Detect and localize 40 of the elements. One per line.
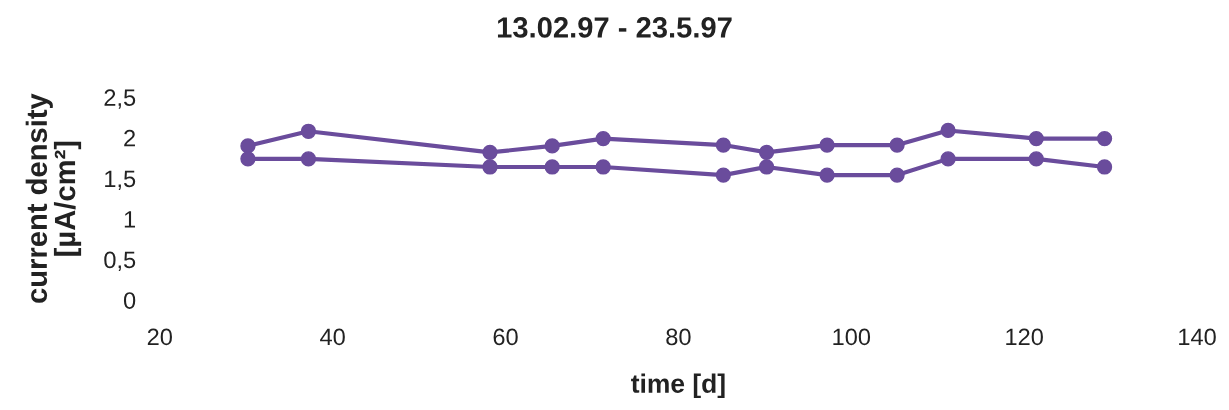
point — [240, 138, 256, 154]
point — [1096, 159, 1113, 175]
point — [300, 151, 317, 167]
point — [819, 137, 835, 153]
y-tick-label: 0 — [123, 292, 136, 309]
y-tick-label: 2,5 — [104, 89, 136, 109]
y-axis-title: current density [µA/cm²] — [25, 93, 82, 303]
y-tick-label: 1 — [124, 211, 136, 228]
point — [819, 167, 835, 183]
point — [889, 137, 905, 153]
point — [1028, 130, 1044, 147]
point — [940, 122, 956, 139]
point — [1096, 130, 1113, 147]
x-tick-label: 80 — [666, 328, 691, 346]
x-tick-label: 140 — [1179, 328, 1216, 346]
point — [940, 151, 956, 167]
x-tick-label: 20 — [147, 328, 172, 346]
y-tick-label: 0,5 — [104, 251, 136, 272]
point — [544, 159, 560, 175]
x-tick-label: 60 — [493, 328, 518, 346]
point — [240, 151, 256, 167]
x-axis-title: time [d] — [631, 373, 725, 399]
point — [300, 123, 317, 139]
point — [595, 159, 611, 175]
point — [715, 167, 731, 183]
point — [544, 138, 560, 154]
x-tick-label: 100 — [833, 328, 871, 346]
point — [758, 159, 775, 175]
point — [1028, 151, 1044, 167]
point — [595, 130, 611, 147]
point — [758, 144, 775, 161]
point — [482, 159, 498, 175]
point — [715, 137, 731, 153]
x-tick-label: 120 — [1006, 328, 1043, 346]
y-tick-label: 1,5 — [105, 170, 136, 190]
point — [889, 167, 905, 183]
chart-title: 13.02.97 - 23.5.97 — [497, 17, 732, 38]
x-tick-label: 40 — [320, 328, 345, 346]
y-tick-label: 2 — [124, 129, 135, 147]
point — [482, 144, 498, 161]
